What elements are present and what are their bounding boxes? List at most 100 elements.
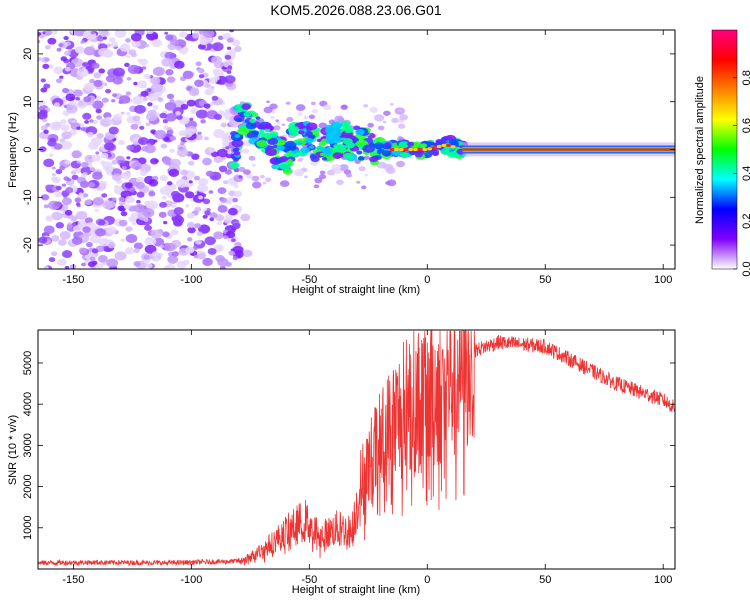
heatmap-blob xyxy=(96,133,104,139)
heatmap-blob xyxy=(186,99,196,107)
heatmap-blob xyxy=(224,54,232,60)
heatmap-blob xyxy=(153,257,160,262)
heatmap-blob xyxy=(159,201,167,208)
heatmap-blob xyxy=(213,70,224,78)
heatmap-ridge-blob xyxy=(287,125,299,134)
heatmap-blob xyxy=(385,181,391,185)
heatmap-ridge-blob xyxy=(409,150,417,155)
heatmap-blob xyxy=(62,250,73,258)
heatmap-blob xyxy=(144,43,150,48)
heatmap-blob xyxy=(42,118,48,123)
heatmap-blob xyxy=(80,127,86,132)
heatmap-blob xyxy=(310,101,316,106)
heatmap-blob xyxy=(229,30,235,33)
heatmap-blob xyxy=(103,142,115,151)
heatmap-blob xyxy=(363,104,369,108)
heatmap-blob xyxy=(98,47,110,57)
heatmap-blob xyxy=(197,195,204,200)
heatmap-blob xyxy=(185,128,196,136)
y-tick-label: 3000 xyxy=(22,433,34,457)
heatmap-blob xyxy=(142,208,155,218)
heatmap-blob xyxy=(159,244,165,248)
y-tick-label: 5000 xyxy=(22,351,34,375)
heatmap-blob xyxy=(259,174,265,179)
heatmap-blob xyxy=(93,79,103,87)
heatmap-blob xyxy=(197,184,209,193)
heatmap-blob xyxy=(127,64,140,75)
heatmap-blob xyxy=(83,82,95,92)
heatmap-blob xyxy=(166,129,174,135)
heatmap-ridge-blob xyxy=(305,131,313,136)
heatmap-blob xyxy=(147,102,153,107)
x-tick-label: 0 xyxy=(424,574,430,586)
heatmap-blob xyxy=(191,153,200,160)
heatmap-blob xyxy=(133,242,144,250)
heatmap-blob xyxy=(95,228,107,237)
heatmap-blob xyxy=(157,97,164,103)
heatmap-blob xyxy=(226,70,232,75)
heatmap-ridge-blob xyxy=(298,130,305,135)
heatmap-blob xyxy=(158,211,167,218)
heatmap-ridge-blob xyxy=(416,150,423,155)
heatmap-blob xyxy=(165,113,177,122)
heatmap-blob xyxy=(184,191,195,199)
heatmap-blob xyxy=(266,100,270,104)
heatmap-hot-spot xyxy=(436,144,442,149)
heatmap-ridge-blob xyxy=(288,145,297,151)
heatmap-blob xyxy=(112,93,118,98)
heatmap-blob xyxy=(175,45,182,51)
heatmap-blob xyxy=(389,102,394,106)
heatmap-blob xyxy=(139,125,145,130)
y-tick-label: 2000 xyxy=(22,474,34,498)
heatmap-blob xyxy=(228,250,236,256)
heatmap-blob xyxy=(126,144,135,151)
heatmap-blob xyxy=(57,239,67,246)
heatmap-blob xyxy=(166,76,176,83)
heatmap-blob xyxy=(97,255,108,263)
heatmap-hot-spot xyxy=(403,147,409,152)
heatmap-blob xyxy=(40,87,48,93)
heatmap-blob xyxy=(80,161,89,168)
heatmap-blob xyxy=(139,169,148,176)
heatmap-blob xyxy=(190,107,199,114)
heatmap-blob xyxy=(171,204,177,209)
heatmap-blob xyxy=(226,46,232,50)
heatmap-blob xyxy=(59,75,64,79)
heatmap-blob xyxy=(75,96,81,101)
heatmap-blob xyxy=(220,122,227,128)
heatmap-blob xyxy=(293,169,304,177)
heatmap-blob xyxy=(121,165,127,170)
heatmap-blob xyxy=(227,207,238,216)
heatmap-blob xyxy=(58,43,64,48)
heatmap-blob xyxy=(216,148,228,158)
heatmap-blob xyxy=(64,160,71,165)
heatmap-blob xyxy=(202,257,213,267)
heatmap-blob xyxy=(75,46,84,54)
heatmap-blob xyxy=(195,239,202,245)
heatmap-blob xyxy=(242,148,250,154)
heatmap-blob xyxy=(91,62,100,69)
heatmap-blob xyxy=(180,169,189,176)
heatmap-ridge-blob xyxy=(287,159,293,163)
heatmap-blob xyxy=(71,236,83,245)
heatmap-blob xyxy=(150,83,163,93)
heatmap-blob xyxy=(144,200,151,206)
heatmap-blob xyxy=(171,251,179,257)
heatmap-blob xyxy=(318,122,328,129)
heatmap-ridge-blob xyxy=(257,125,263,129)
heatmap-blob xyxy=(251,181,262,189)
heatmap-blob xyxy=(126,54,131,59)
heatmap-blob xyxy=(224,169,233,175)
heatmap-blob xyxy=(54,191,62,198)
heatmap-blob xyxy=(98,238,110,247)
heatmap-blob xyxy=(140,90,149,97)
heatmap-blob xyxy=(152,66,165,77)
heatmap-blob xyxy=(43,225,55,234)
heatmap-blob xyxy=(226,37,234,43)
heatmap-ridge-blob xyxy=(322,157,328,161)
heatmap-blob xyxy=(137,58,143,63)
heatmap-blob xyxy=(101,193,108,198)
heatmap-blob xyxy=(106,258,119,268)
x-tick-label: -150 xyxy=(62,574,84,586)
heatmap-blob xyxy=(66,223,73,229)
